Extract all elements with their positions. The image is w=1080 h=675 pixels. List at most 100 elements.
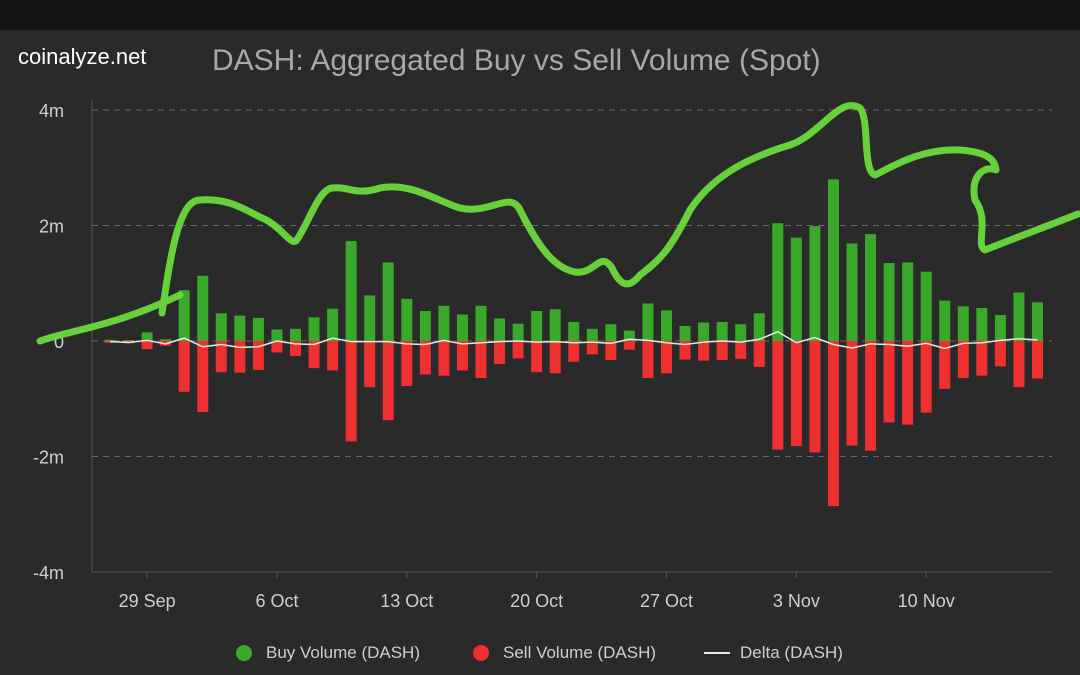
sell-volume-bar <box>623 341 635 350</box>
buy-volume-bar <box>178 290 190 341</box>
buy-volume-bar <box>976 308 988 341</box>
sell-volume-bar <box>271 341 283 353</box>
sell-volume-bar <box>902 341 914 425</box>
sell-volume-bar <box>790 341 802 447</box>
sell-volume-bar <box>475 341 487 378</box>
sell-volume-bar <box>883 341 895 423</box>
sell-volume-bar <box>846 341 858 446</box>
legend-delta-label: Delta (DASH) <box>740 643 843 662</box>
legend-delta-marker <box>704 652 730 654</box>
buy-volume-bar <box>605 324 617 341</box>
sell-volume-bar <box>994 341 1006 367</box>
chart-legend: Buy Volume (DASH) Sell Volume (DASH) Del… <box>0 640 1080 666</box>
buy-volume-bar <box>1013 292 1025 341</box>
legend-buy-label: Buy Volume (DASH) <box>266 643 420 662</box>
x-tick-label: 29 Sep <box>119 591 176 611</box>
y-tick-label: -4m <box>33 563 64 583</box>
buy-volume-bar <box>123 340 135 341</box>
buy-volume-bar <box>920 271 932 341</box>
buy-volume-bar <box>104 339 116 341</box>
hand-drawn-annotation <box>36 102 1080 345</box>
legend-delta[interactable]: Delta (DASH) <box>704 640 843 666</box>
buy-volume-bar <box>419 310 431 341</box>
sell-volume-bar <box>976 341 988 376</box>
buy-volume-bar <box>197 275 209 341</box>
x-tick-label: 6 Oct <box>255 591 298 611</box>
x-tick-label: 10 Nov <box>898 591 955 611</box>
sell-volume-bar <box>252 341 264 370</box>
sell-volume-bar <box>178 341 190 392</box>
y-tick-label: -2m <box>33 448 64 468</box>
buy-volume-bar <box>623 330 635 341</box>
delta-line <box>109 330 1038 350</box>
sell-volume-bar <box>494 341 506 365</box>
y-tick-label: 2m <box>39 217 64 237</box>
sell-volume-bar <box>939 341 951 389</box>
buy-volume-bar <box>271 329 283 341</box>
sell-volume-bar <box>865 341 877 451</box>
legend-sell-volume[interactable]: Sell Volume (DASH) <box>473 640 656 666</box>
x-tick-label: 13 Oct <box>380 591 433 611</box>
sell-volume-bar <box>512 341 524 359</box>
legend-buy-volume[interactable]: Buy Volume (DASH) <box>236 640 420 666</box>
buy-volume-bar <box>512 323 524 341</box>
buy-volume-bar <box>549 309 561 341</box>
sell-volume-bar <box>234 341 246 373</box>
sell-volume-bar <box>642 341 654 378</box>
buy-volume-bar <box>438 305 450 341</box>
buy-volume-bar <box>234 315 246 341</box>
x-tick-label: 3 Nov <box>773 591 820 611</box>
sell-volume-bar <box>568 341 580 362</box>
sell-volume-bar <box>1013 341 1025 388</box>
buy-volume-bar <box>531 310 543 341</box>
sell-volume-bar <box>920 341 932 413</box>
buy-volume-bar <box>679 325 691 341</box>
sell-volume-bar <box>679 341 691 360</box>
sell-volume-bar <box>772 341 784 450</box>
sell-volume-bar <box>605 341 617 361</box>
sell-volume-bar <box>401 341 413 387</box>
buy-volume-bar <box>994 315 1006 341</box>
buy-volume-bar <box>252 317 264 341</box>
sell-volume-bar <box>827 341 839 507</box>
sell-volume-bar <box>419 341 431 375</box>
sell-volume-bar <box>698 341 710 361</box>
buy-volume-bar <box>957 306 969 341</box>
buy-volume-bar <box>827 179 839 341</box>
buy-volume-bar <box>790 237 802 341</box>
sell-volume-bar <box>308 341 320 369</box>
sell-volume-bar <box>716 341 728 361</box>
chart-plot: 4m 2m 0 -2m -4m 29 Sep 6 Oct 13 Oct 20 Oct 27 Oct… <box>33 100 1080 611</box>
buy-volume-bar <box>475 305 487 341</box>
sell-volume-bar <box>197 341 209 413</box>
buy-volume-bar <box>327 308 339 341</box>
sell-volume-bar <box>735 341 747 359</box>
legend-buy-marker <box>236 645 252 661</box>
buy-volume-bar <box>716 321 728 341</box>
y-tick-label: 0 <box>54 332 64 352</box>
buy-volume-bar <box>586 328 598 341</box>
buy-volume-bar <box>846 243 858 341</box>
buy-volume-bar <box>382 262 394 341</box>
top-bar <box>0 0 1080 30</box>
sell-volume-bar <box>586 341 598 355</box>
buy-volume-bar <box>364 295 376 341</box>
x-tick-label: 20 Oct <box>510 591 563 611</box>
sell-volume-bar <box>290 341 301 357</box>
sell-volume-bar <box>957 341 969 378</box>
buy-volume-bar <box>809 226 821 341</box>
buy-volume-bar <box>290 328 301 341</box>
buy-volume-bar <box>883 263 895 341</box>
chart-title: DASH: Aggregated Buy vs Sell Volume (Spo… <box>212 44 821 77</box>
buy-volume-bar <box>494 318 506 341</box>
buy-volume-bar <box>141 332 153 341</box>
sell-volume-bar <box>753 341 765 367</box>
legend-sell-marker <box>473 645 489 661</box>
sell-volume-bar <box>549 341 561 374</box>
buy-volume-bar <box>661 310 672 341</box>
buy-volume-bar <box>1032 302 1043 341</box>
buy-volume-bar <box>401 298 413 341</box>
sell-volume-bar <box>456 341 468 371</box>
sell-volume-bar <box>809 341 821 453</box>
sell-volume-bar <box>364 341 376 388</box>
